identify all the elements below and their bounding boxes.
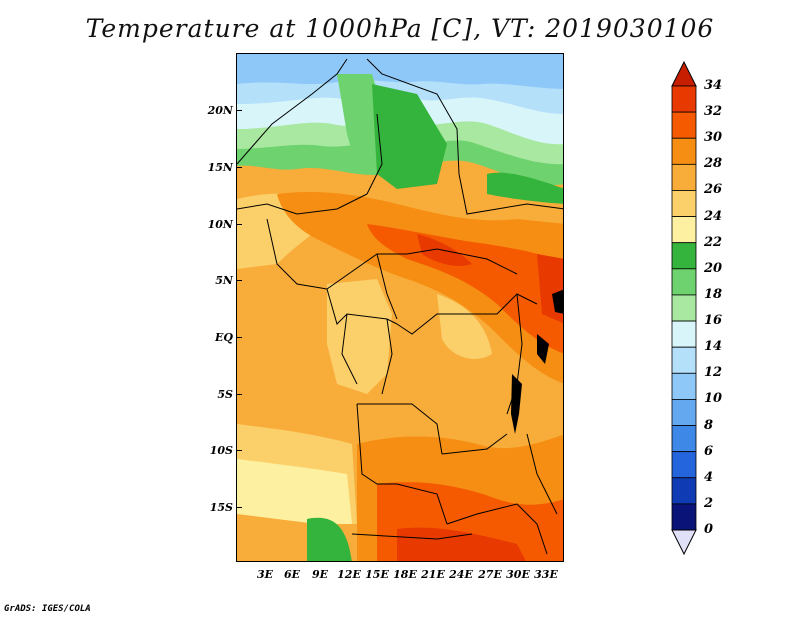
lon-label-30e: 30E xyxy=(506,568,530,581)
colorbar-cell xyxy=(671,425,697,453)
colorbar-cell xyxy=(671,111,697,139)
colorbar-cell xyxy=(671,190,697,217)
colorbar-label: 6 xyxy=(704,443,714,459)
grads-credit: GrADS: IGES/COLA xyxy=(4,604,91,614)
field-blue-band xyxy=(237,54,563,89)
colorbar-label: 34 xyxy=(704,78,723,93)
colorbar-label: 26 xyxy=(704,182,723,198)
lon-label-33e: 33E xyxy=(534,568,558,581)
field-red-orange-band xyxy=(367,224,563,354)
lon-label-24e: 24E xyxy=(449,568,473,581)
lon-label-9e: 9E xyxy=(311,568,329,581)
colorbar-top-triangle xyxy=(671,60,697,87)
colorbar-cell xyxy=(671,346,697,374)
field-southwest-lightpale xyxy=(237,459,352,524)
colorbar-label: 4 xyxy=(704,469,714,485)
lon-label-3e: 3E xyxy=(256,568,274,581)
field-hot-spot-1 xyxy=(417,234,472,266)
temperature-field xyxy=(237,54,563,561)
lon-label-18e: 18E xyxy=(393,568,417,581)
colorbar-label: 10 xyxy=(704,391,723,407)
colorbar-label: 22 xyxy=(704,234,723,250)
field-southwest-green xyxy=(307,517,352,561)
colorbar-label: 14 xyxy=(704,339,723,355)
lat-tick xyxy=(236,337,242,338)
colorbar xyxy=(671,60,697,556)
country-borders xyxy=(237,58,563,555)
lon-label-15e: 15E xyxy=(365,568,389,581)
colorbar-cell xyxy=(671,503,697,531)
lat-label-10n: 10N xyxy=(207,218,233,231)
colorbar-cell xyxy=(671,477,697,505)
colorbar-cell xyxy=(671,242,697,270)
lon-label-6e: 6E xyxy=(283,568,301,581)
colorbar-cell xyxy=(671,372,697,400)
lat-label-5n: 5N xyxy=(215,274,233,287)
colorbar-label: 28 xyxy=(704,156,723,172)
map-title: Temperature at 1000hPa [C], VT: 20190301… xyxy=(85,14,715,43)
lat-label-15n: 15N xyxy=(207,161,233,174)
field-green-patch xyxy=(372,84,447,189)
colorbar-cell xyxy=(671,268,697,296)
lat-tick xyxy=(236,450,242,451)
lake-victoria-edge xyxy=(552,289,563,314)
colorbar-label: 20 xyxy=(704,260,723,276)
lon-label-27e: 27E xyxy=(478,568,502,581)
colorbar-bottom-triangle xyxy=(671,529,697,556)
lon-label-21e: 21E xyxy=(421,568,445,581)
lat-label-10s: 10S xyxy=(209,444,233,457)
colorbar-label: 0 xyxy=(704,522,714,537)
lat-label-20n: 20N xyxy=(207,104,233,117)
colorbar-cell xyxy=(671,163,697,191)
colorbar-cell xyxy=(671,137,697,165)
lat-tick xyxy=(236,110,242,111)
temperature-map xyxy=(236,53,564,562)
field-south-hot xyxy=(397,527,526,561)
lake-tanganyika xyxy=(511,374,522,434)
colorbar-cells xyxy=(671,85,697,531)
colorbar-cell xyxy=(671,320,697,348)
lat-tick xyxy=(236,394,242,395)
colorbar-label: 18 xyxy=(704,286,723,302)
colorbar-cell xyxy=(671,399,697,426)
lake-malawi-edge xyxy=(537,334,549,364)
lat-label-5s: 5S xyxy=(217,388,233,401)
colorbar-label: 16 xyxy=(704,313,723,329)
field-orange-band xyxy=(277,192,563,384)
colorbar-cell xyxy=(671,216,697,244)
field-pale-patch xyxy=(437,294,492,359)
colorbar-label: 30 xyxy=(704,130,723,146)
colorbar-cell xyxy=(671,85,697,113)
colorbar-cell xyxy=(671,294,697,322)
lon-label-12e: 12E xyxy=(337,568,361,581)
colorbar-cell xyxy=(671,451,697,479)
lat-tick xyxy=(236,167,242,168)
lat-label-15s: 15S xyxy=(209,501,233,514)
lat-tick xyxy=(236,280,242,281)
field-green-east xyxy=(487,172,563,204)
lat-label-eq: EQ xyxy=(215,331,233,344)
lat-tick xyxy=(236,507,242,508)
colorbar-label: 2 xyxy=(704,495,714,511)
colorbar-label: 8 xyxy=(704,417,714,433)
colorbar-label: 32 xyxy=(704,104,723,120)
lat-tick xyxy=(236,224,242,225)
colorbar-label: 12 xyxy=(704,365,723,381)
field-congo-pale xyxy=(327,279,392,394)
colorbar-label: 24 xyxy=(704,208,723,224)
